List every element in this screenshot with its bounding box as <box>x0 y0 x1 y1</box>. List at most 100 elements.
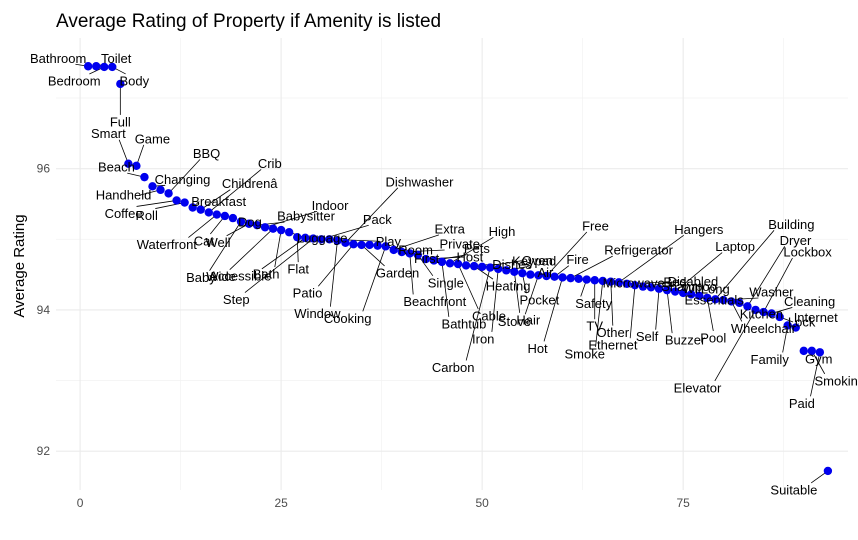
y-tick-label: 94 <box>37 303 51 317</box>
data-point <box>550 272 559 281</box>
point-label: Bedroom <box>48 73 101 88</box>
point-label: Handheld <box>96 187 152 202</box>
data-point <box>534 271 543 280</box>
data-point <box>823 466 833 476</box>
point-label: Bathroom <box>30 51 86 66</box>
y-tick-label: 92 <box>37 444 51 458</box>
point-label: Refrigerator <box>604 243 673 258</box>
point-label: TV <box>586 319 603 334</box>
data-point <box>638 282 648 291</box>
data-point <box>670 287 680 296</box>
point-label: Flat <box>287 262 309 277</box>
point-label: Changing <box>155 172 211 187</box>
data-point <box>268 224 278 233</box>
point-label: Window <box>294 306 341 321</box>
leader-line <box>188 214 218 238</box>
point-label: Wifi <box>682 281 704 296</box>
leader-line <box>409 253 414 295</box>
point-label: Keypad <box>512 253 556 268</box>
point-label: BBQ <box>193 146 220 161</box>
data-point <box>108 62 117 72</box>
data-point <box>630 280 640 290</box>
point-label: Long <box>701 281 730 296</box>
point-label: High <box>489 224 516 239</box>
data-point <box>815 348 825 357</box>
data-point <box>284 228 294 237</box>
point-label: Elevator <box>674 380 722 395</box>
data-point <box>743 302 752 311</box>
point-label: Pocket <box>519 293 559 308</box>
data-point <box>357 240 366 250</box>
leader-line <box>317 243 354 287</box>
point-label: Indoor <box>312 198 350 213</box>
point-label: Carbon <box>432 360 475 375</box>
point-label: Dryer <box>780 233 812 248</box>
point-label: Play <box>376 234 402 249</box>
data-point <box>590 276 599 285</box>
data-point <box>83 62 93 71</box>
point-label: Baby <box>186 270 216 285</box>
data-point <box>381 242 390 251</box>
data-point <box>341 238 350 248</box>
data-point <box>252 220 262 230</box>
data-point <box>220 211 230 221</box>
point-label: Childrenâ <box>222 176 278 191</box>
data-point <box>421 254 431 264</box>
leader-line <box>457 263 479 310</box>
data-point <box>598 276 607 286</box>
point-label: Beachfront <box>403 294 466 309</box>
chart-title: Average Rating of Property if Amenity is… <box>56 11 441 32</box>
point-label: Dog <box>238 215 262 230</box>
point-label: First <box>414 251 440 266</box>
data-point <box>783 321 792 330</box>
leader-line <box>706 297 714 331</box>
point-label: Internet <box>794 310 838 325</box>
data-point <box>317 235 326 244</box>
grid <box>56 38 848 490</box>
data-point <box>751 305 760 315</box>
leader-line <box>417 254 434 277</box>
leader-line <box>629 285 636 339</box>
data-point <box>502 266 511 275</box>
point-label: Dishwasher <box>386 174 455 189</box>
data-point <box>389 245 398 255</box>
data-point <box>703 293 712 303</box>
data-point <box>518 268 527 278</box>
point-label: Well <box>205 235 230 250</box>
data-point <box>461 261 471 270</box>
leader-line <box>618 235 684 283</box>
data-point <box>397 247 406 257</box>
data-point <box>148 182 157 191</box>
data-point <box>494 264 503 274</box>
data-point <box>687 290 696 299</box>
data-point <box>582 275 591 284</box>
point-label: Hot <box>527 341 548 356</box>
y-axis-title: Average Rating <box>11 214 28 317</box>
leader-line <box>261 237 306 270</box>
leader-line <box>610 281 614 326</box>
data-point <box>228 213 238 223</box>
point-label: Pack <box>363 212 392 227</box>
data-point <box>293 232 302 242</box>
x-tick-label: 50 <box>475 496 489 510</box>
point-label: Game <box>135 131 170 146</box>
data-point <box>614 278 624 287</box>
point-label: Dishes <box>492 257 532 272</box>
x-tick-label: 25 <box>274 496 288 510</box>
data-point <box>413 250 423 260</box>
data-point <box>301 233 310 243</box>
point-label: Disabled <box>668 274 719 289</box>
data-point <box>485 263 495 272</box>
point-label: Cat <box>194 233 215 248</box>
leader-line <box>345 187 399 244</box>
point-label: Paid <box>789 396 815 411</box>
data-point <box>526 270 535 279</box>
point-label: Patio <box>293 286 323 301</box>
data-point <box>156 185 165 195</box>
point-label: Cooking <box>324 311 372 326</box>
leader-line <box>168 159 201 194</box>
point-label: Heating <box>486 279 531 294</box>
leader-line <box>666 290 673 334</box>
leader-line <box>570 255 613 279</box>
data-point <box>558 273 567 282</box>
